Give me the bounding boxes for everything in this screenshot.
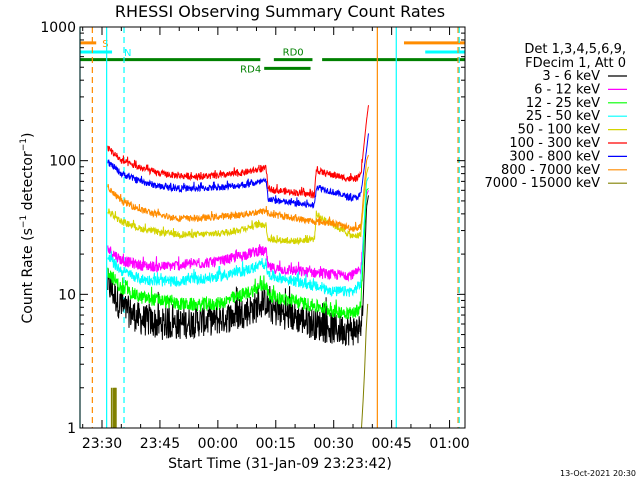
flag-label-s: S [102, 39, 108, 50]
series-line-3 [107, 177, 369, 298]
flag-label-rd0: RD0 [283, 48, 304, 59]
flag-label-n: N [124, 48, 131, 59]
legend-label-8: 7000 - 15000 keV [485, 176, 601, 191]
legend-header-2: FDecim 1, Att 0 [525, 56, 626, 71]
flag-label-rd4: RD4 [240, 64, 261, 75]
series-line-8 [361, 303, 369, 429]
axis-ticks: 23:30 23:45 00:00 00:15 00:30 00:45 01:00 1 10 10… [40, 20, 469, 452]
series-line-6 [107, 133, 369, 209]
legend-label-5: 100 - 300 keV [509, 136, 600, 151]
y-axis-label-sup2: −1 [19, 138, 29, 151]
series-layer [107, 105, 369, 429]
legend-label-6: 300 - 800 keV [509, 149, 600, 164]
x-tick-label-2: 00:00 [198, 436, 238, 452]
legend-label-7: 800 - 7000 keV [501, 163, 600, 178]
series-line-0 [107, 195, 369, 346]
x-tick-label-3: 00:15 [256, 436, 296, 452]
y-tick-label-1: 10 [58, 287, 76, 303]
x-tick-label-4: 00:30 [314, 436, 354, 452]
legend-label-2: 12 - 25 keV [526, 96, 600, 111]
y-axis-label-end: ) [20, 133, 36, 138]
flags-layer: S N RD0 RD4 [80, 39, 465, 75]
legend-label-1: 6 - 12 keV [534, 82, 600, 97]
y-axis-label-mid: detector [20, 151, 36, 215]
legend-label-3: 25 - 50 keV [526, 109, 600, 124]
y-tick-label-3: 1000 [40, 20, 76, 36]
x-tick-label-5: 00:45 [371, 436, 411, 452]
x-tick-label-1: 23:45 [140, 436, 180, 452]
y-axis-label: Count Rate (s−1 detector−1) [19, 133, 36, 324]
y-tick-label-2: 100 [49, 154, 76, 170]
series-line-1 [107, 190, 369, 283]
y-axis-label-main: Count Rate (s [20, 228, 36, 323]
series-line-7 [107, 154, 369, 233]
x-tick-label-6: 01:00 [429, 436, 469, 452]
legend-header-1: Det 1,3,4,5,6,9, [524, 42, 626, 57]
x-tick-label-0: 23:30 [82, 436, 122, 452]
y-axis-label-sup1: −1 [19, 215, 29, 228]
x-axis-label: Start Time (31-Jan-09 23:23:42) [168, 456, 392, 472]
legend-label-4: 50 - 100 keV [518, 123, 601, 138]
chart-title: RHESSI Observing Summary Count Rates [115, 2, 445, 21]
y-tick-label-0: 1 [67, 421, 76, 437]
series-line-5 [107, 105, 369, 199]
legend-label-0: 3 - 6 keV [542, 69, 600, 84]
series-line-2 [107, 188, 369, 320]
plot-frame [79, 26, 466, 429]
timestamp: 13-Oct-2021 20:30 [560, 469, 636, 478]
